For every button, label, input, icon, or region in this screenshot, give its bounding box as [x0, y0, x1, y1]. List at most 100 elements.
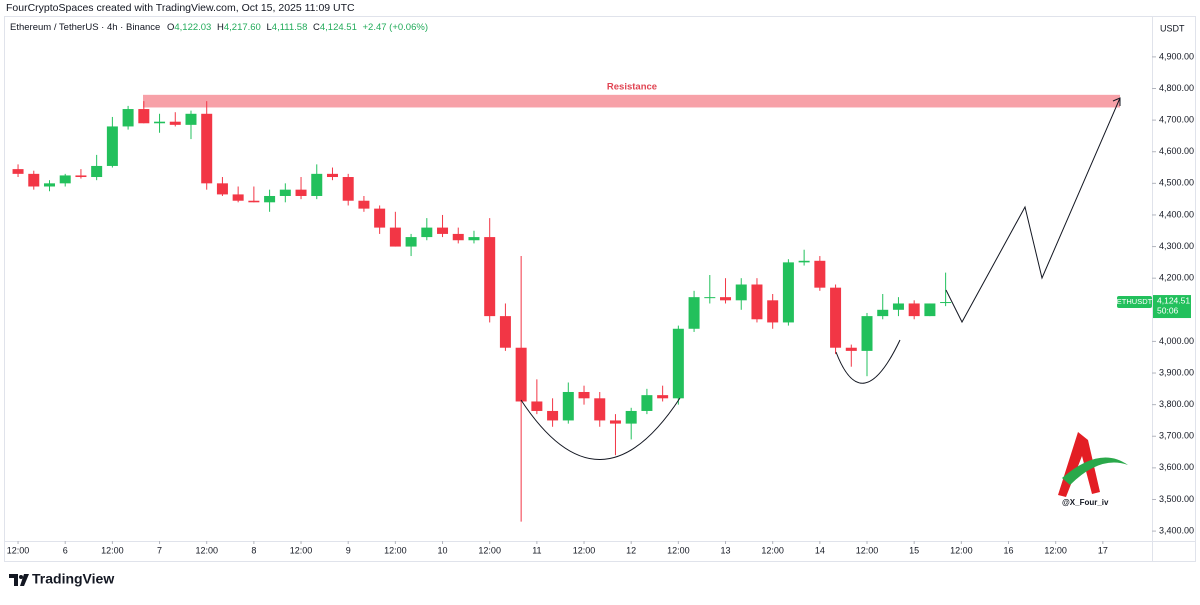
l-value: 4,111.58 [272, 22, 308, 33]
c-label: C [313, 22, 320, 33]
h-value: 4,217.60 [224, 22, 261, 33]
x-tick-label: 14 [815, 545, 825, 555]
plot: Resistance [12, 81, 1120, 522]
candle-body [641, 395, 653, 411]
candle-body [342, 177, 354, 201]
x-tick-label: 12:00 [195, 545, 218, 555]
candle-body [735, 284, 747, 301]
candle-body [106, 126, 118, 166]
candle-body [374, 208, 386, 228]
price-label-countdown: 50:06 [1157, 305, 1179, 315]
candle-body [279, 189, 291, 196]
candle-body [264, 195, 276, 203]
candle-body [169, 121, 181, 125]
x-tick-label: 12:00 [478, 545, 501, 555]
x-tick-label: 6 [63, 545, 68, 555]
candle-body [437, 227, 449, 234]
c-value: 4,124.51 [320, 22, 357, 33]
candle-body [358, 200, 370, 209]
candle-body [91, 165, 103, 178]
y-tick-label: 3,900.00 [1159, 367, 1194, 377]
x-tick-label: 9 [346, 545, 351, 555]
candle-body [43, 183, 55, 187]
y-tick-label: 4,700.00 [1159, 114, 1194, 124]
resistance-zone [143, 94, 1120, 108]
candle-body [720, 297, 732, 301]
x-tick-label: 13 [721, 545, 731, 555]
candle-body [688, 297, 700, 329]
x-tick-label: 12:00 [101, 545, 124, 555]
candle-body [452, 233, 464, 241]
price-label-price: 4,124.51 [1157, 295, 1190, 305]
projection-path [945, 97, 1121, 324]
y-tick-label: 3,700.00 [1159, 431, 1194, 441]
change: +2.47 (+0.06%) [363, 22, 429, 33]
candle-body [201, 113, 213, 184]
candle-body [924, 303, 936, 317]
y-tick-label: 3,500.00 [1159, 494, 1194, 504]
brand: TradingView [32, 571, 114, 587]
candle-body [845, 347, 857, 351]
y-tick-label: 4,200.00 [1159, 273, 1194, 283]
candle-body [672, 328, 684, 399]
candle-body [59, 175, 71, 184]
y-tick-label: 4,800.00 [1159, 83, 1194, 93]
candle-body [311, 173, 323, 196]
x-tick-label: 15 [909, 545, 919, 555]
x-tick-label: 12:00 [7, 545, 30, 555]
candle-body [830, 287, 842, 348]
y-tick-label: 3,600.00 [1159, 462, 1194, 472]
y-tick-label: 3,800.00 [1159, 399, 1194, 409]
candle-body [389, 227, 401, 247]
y-tick-label: 4,600.00 [1159, 146, 1194, 156]
candle-body [138, 109, 150, 124]
candle-body [28, 173, 40, 187]
logo-dot [19, 575, 23, 579]
x-tick-label: 12:00 [384, 545, 407, 555]
projection-arrow [1112, 97, 1121, 106]
candle-body [704, 297, 716, 299]
y-tick-label: 4,400.00 [1159, 209, 1194, 219]
candle-body [295, 189, 307, 196]
candle-body [531, 401, 543, 411]
h-label: H [217, 22, 224, 33]
candle-body [625, 410, 637, 424]
logo-swoosh [1062, 457, 1128, 485]
y-tick-label: 4,500.00 [1159, 178, 1194, 188]
candle-body [248, 200, 260, 203]
drawings [520, 97, 1121, 460]
candle-body [609, 420, 621, 424]
candle-body [940, 302, 952, 304]
candle-body [657, 395, 669, 399]
footer-logo [9, 574, 29, 586]
header-symbol: Ethereum / TetherUS · 4h · Binance O4,12… [10, 22, 428, 33]
candle-body [12, 169, 24, 174]
candle-body [232, 194, 244, 201]
candle-body [405, 237, 417, 247]
y-tick-label: 3,400.00 [1159, 525, 1194, 535]
cup-curve [520, 397, 681, 460]
candle-body [154, 121, 166, 124]
x-tick-label: 12:00 [856, 545, 879, 555]
logo-t [9, 574, 18, 586]
candle-body [515, 347, 527, 402]
x-tick-label: 12:00 [290, 545, 313, 555]
x-tick-label: 12:00 [667, 545, 690, 555]
candle-body [216, 183, 228, 195]
candle-body [861, 316, 873, 351]
l-label: L [266, 22, 271, 33]
candle-body [877, 309, 889, 317]
price-label-symbol-box [1117, 296, 1152, 309]
x-tick-label: 10 [438, 545, 448, 555]
price-label-box [1153, 295, 1191, 319]
x-tick-label: 17 [1098, 545, 1108, 555]
candle-body [75, 175, 87, 178]
candle-body [751, 284, 763, 320]
candle-body [892, 303, 904, 310]
x-tick-label: 12:00 [950, 545, 973, 555]
candle-body [185, 113, 197, 125]
credit: FourCryptoSpaces created with TradingVie… [6, 2, 355, 14]
candle-body [814, 260, 826, 288]
